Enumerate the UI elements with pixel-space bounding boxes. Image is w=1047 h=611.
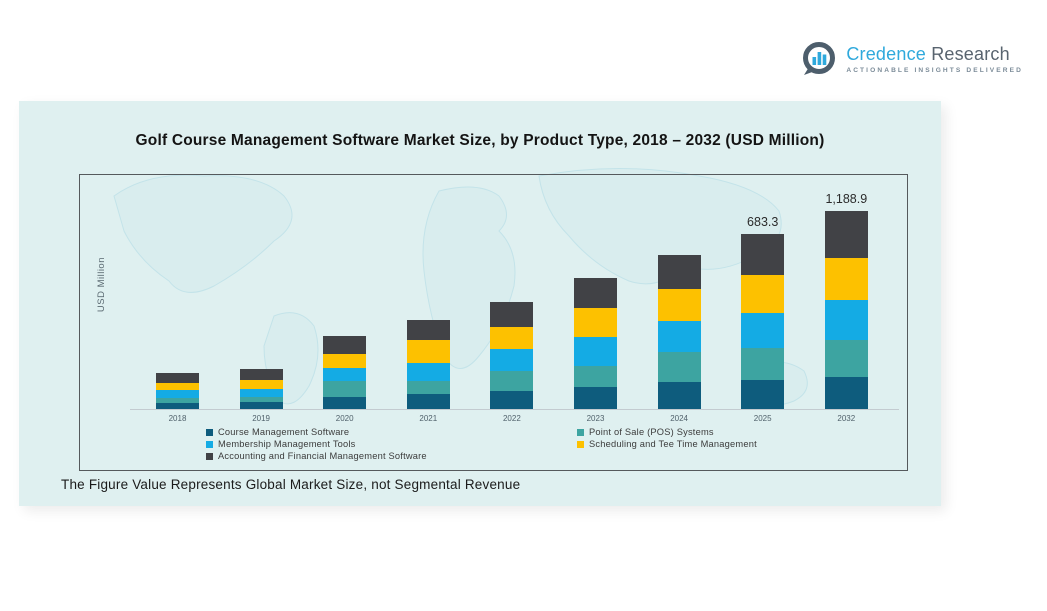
bar-segment: [741, 275, 785, 313]
bar-2025: [741, 234, 785, 409]
bar-segment: [239, 389, 283, 397]
logo-brand: Credence Research: [846, 44, 1023, 65]
footnote: The Figure Value Represents Global Marke…: [61, 477, 521, 492]
bar-segment: [657, 289, 701, 321]
bar-segment: [574, 278, 617, 308]
bar-segment: [406, 363, 450, 381]
legend-column-1: Course Management Software Membership Man…: [206, 427, 427, 461]
logo-brand-primary: Credence: [846, 44, 926, 64]
bar-segment: [323, 381, 367, 397]
x-tick-label: 2025: [753, 414, 772, 423]
bar-segment: [574, 366, 617, 387]
logo-brand-secondary: Research: [931, 44, 1010, 64]
bar-segment: [657, 321, 701, 352]
bar-segment: [156, 403, 199, 409]
bar-segment: [741, 234, 785, 275]
legend-label: Course Management Software: [218, 427, 350, 437]
bar-segment: [824, 258, 868, 300]
bar-segment: [824, 377, 868, 409]
bar-segment: [741, 380, 785, 409]
bar-segment: [741, 348, 785, 380]
credence-research-logo: Credence Research ACTIONABLE INSIGHTS DE…: [800, 40, 1023, 78]
bar-segment: [657, 255, 701, 289]
bar-segment: [239, 369, 283, 380]
bar-segment: [574, 387, 617, 409]
bar-segment: [824, 300, 868, 340]
bar-segment: [156, 390, 199, 398]
bar-segment: [406, 320, 450, 340]
legend-swatch: [577, 440, 584, 448]
legend-item: Membership Management Tools: [206, 439, 427, 449]
legend-item: Course Management Software: [206, 427, 427, 437]
bar-segment: [824, 211, 868, 258]
bar-segment: [741, 313, 785, 348]
legend-label: Point of Sale (POS) Systems: [589, 427, 714, 437]
legend-item: Scheduling and Tee Time Management: [577, 439, 757, 449]
x-tick-label: 2032: [837, 414, 856, 423]
bar-segment: [156, 398, 199, 403]
legend-item: Accounting and Financial Management Soft…: [206, 451, 427, 461]
bar-segment: [574, 337, 617, 366]
legend-label: Scheduling and Tee Time Management: [589, 439, 757, 449]
bar-segment: [323, 354, 367, 368]
bar-segment: [406, 394, 450, 409]
bar-segment: [406, 340, 450, 363]
x-tick-label: 2019: [252, 414, 270, 423]
legend-column-2: Point of Sale (POS) Systems Scheduling an…: [577, 427, 757, 449]
x-tick-label: 2023: [586, 414, 605, 423]
logo-tagline: ACTIONABLE INSIGHTS DELIVERED: [846, 67, 1023, 74]
bar-segment: [657, 382, 701, 409]
chart-title: Golf Course Management Software Market S…: [135, 132, 825, 149]
bar-2019: [239, 369, 283, 409]
bar-segment: [406, 381, 450, 394]
legend-label: Membership Management Tools: [218, 439, 356, 449]
legend-item: Point of Sale (POS) Systems: [577, 427, 757, 437]
bar-2023: [574, 278, 617, 409]
chart-panel: Golf Course Management Software Market S…: [19, 101, 941, 506]
bar-segment: [574, 308, 617, 337]
bar-2032: [824, 211, 868, 409]
bars-layer: 2018 2019 2020 2021 2022 2023 2024 2025 683.3 203…: [80, 175, 907, 470]
bar-segment: [323, 397, 367, 409]
bar-segment: [323, 368, 367, 381]
logo-bar-chart-bubble-icon: [803, 42, 836, 75]
bar-segment: [657, 352, 701, 382]
bar-segment: [323, 336, 367, 354]
bar-value-label: 683.3: [747, 215, 779, 229]
bar-segment: [239, 397, 283, 402]
plot-area: USD Million 2018 2019 2020 2021 2022 2023 2024…: [79, 174, 908, 471]
bar-2021: [406, 320, 450, 409]
bar-2024: [657, 255, 701, 409]
bar-segment: [156, 383, 199, 390]
x-tick-label: 2021: [419, 414, 438, 423]
x-axis-line: [130, 409, 899, 410]
bar-segment: [490, 391, 534, 409]
logo-text: Credence Research ACTIONABLE INSIGHTS DE…: [846, 44, 1023, 74]
x-tick-label: 2020: [335, 414, 354, 423]
x-tick-label: 2018: [168, 414, 187, 423]
bar-segment: [490, 302, 534, 327]
bar-segment: [490, 349, 534, 371]
legend-swatch: [577, 428, 584, 436]
bar-segment: [490, 327, 534, 349]
legend-label: Accounting and Financial Management Soft…: [218, 451, 427, 461]
bar-2022: [490, 302, 534, 409]
legend-swatch: [206, 428, 213, 436]
legend-swatch: [206, 452, 213, 460]
bar-value-label: 1,188.9: [825, 192, 868, 206]
bar-segment: [239, 380, 283, 389]
bar-2018: [156, 373, 199, 409]
legend-swatch: [206, 440, 213, 448]
bar-segment: [239, 402, 283, 409]
bar-segment: [490, 371, 534, 391]
bar-segment: [824, 340, 868, 377]
x-tick-label: 2022: [502, 414, 521, 423]
bar-2020: [323, 336, 367, 409]
x-tick-label: 2024: [670, 414, 688, 423]
bar-segment: [156, 373, 199, 383]
